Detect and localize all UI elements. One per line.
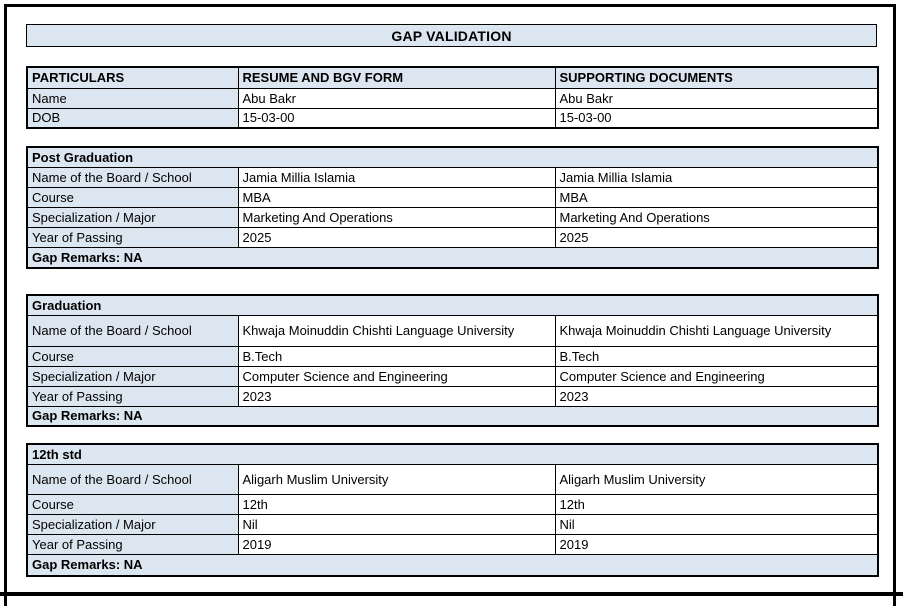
twelfth-std-table: 12th std Name of the Board / School Alig… xyxy=(26,443,880,577)
table-row-name: Name Abu Bakr Abu Bakr xyxy=(26,87,879,109)
table-row-year: Year of Passing 2019 2019 xyxy=(26,533,879,555)
section-header-row: 12th std xyxy=(26,443,879,465)
table-row-year: Year of Passing 2023 2023 xyxy=(26,385,879,407)
row-label: Year of Passing xyxy=(26,226,239,248)
cell-value: 12th xyxy=(237,493,556,515)
cell-value: Khwaja Moinuddin Chishti Language Univer… xyxy=(554,314,879,347)
cell-value: Computer Science and Engineering xyxy=(237,365,556,387)
cell-value: 12th xyxy=(554,493,879,515)
section-header-row: Graduation xyxy=(26,294,879,316)
gap-remarks: Gap Remarks: NA xyxy=(26,553,879,577)
table-row-course: Course MBA MBA xyxy=(26,186,879,208)
cell-value: Nil xyxy=(237,513,556,535)
cell-value: 2019 xyxy=(237,533,556,555)
cell-value: 2023 xyxy=(237,385,556,407)
gap-remarks-row: Gap Remarks: NA xyxy=(26,553,879,577)
cell-value: Aligarh Muslim University xyxy=(237,463,556,495)
table-row-course: Course 12th 12th xyxy=(26,493,879,515)
row-label: Year of Passing xyxy=(26,533,239,555)
cell-value: Abu Bakr xyxy=(554,87,879,109)
cell-value: MBA xyxy=(554,186,879,208)
cell-value: Aligarh Muslim University xyxy=(554,463,879,495)
column-header-particulars: PARTICULARS xyxy=(26,66,239,89)
row-label: Specialization / Major xyxy=(26,513,239,535)
cell-value: Marketing And Operations xyxy=(554,206,879,228)
row-label: Name xyxy=(26,87,239,109)
cell-value: B.Tech xyxy=(554,345,879,367)
cell-value: 2025 xyxy=(237,226,556,248)
table-header-row: PARTICULARS RESUME AND BGV FORM SUPPORTI… xyxy=(26,66,879,89)
column-header-resume: RESUME AND BGV FORM xyxy=(237,66,556,89)
cell-value: Nil xyxy=(554,513,879,535)
gap-remarks-row: Gap Remarks: NA xyxy=(26,246,879,269)
table-row-specialization: Specialization / Major Computer Science … xyxy=(26,365,879,387)
section-header-row: Post Graduation xyxy=(26,146,879,168)
gap-remarks-row: Gap Remarks: NA xyxy=(26,405,879,427)
gap-remarks: Gap Remarks: NA xyxy=(26,246,879,269)
cell-value: Khwaja Moinuddin Chishti Language Univer… xyxy=(237,314,556,347)
particulars-table: PARTICULARS RESUME AND BGV FORM SUPPORTI… xyxy=(26,66,879,129)
section-title: Graduation xyxy=(26,294,879,316)
page-title: GAP VALIDATION xyxy=(26,24,877,47)
row-label: DOB xyxy=(26,107,239,129)
table-row-course: Course B.Tech B.Tech xyxy=(26,345,879,367)
cell-value: 2025 xyxy=(554,226,879,248)
table-row-year: Year of Passing 2025 2025 xyxy=(26,226,879,248)
post-graduation-table: Post Graduation Name of the Board / Scho… xyxy=(26,146,880,269)
row-label: Year of Passing xyxy=(26,385,239,407)
table-row-specialization: Specialization / Major Marketing And Ope… xyxy=(26,206,879,228)
row-label: Course xyxy=(26,186,239,208)
page-border xyxy=(4,4,896,606)
section-title: Post Graduation xyxy=(26,146,879,168)
row-label: Course xyxy=(26,493,239,515)
cell-value: 15-03-00 xyxy=(237,107,556,129)
cell-value: B.Tech xyxy=(237,345,556,367)
table-row-board: Name of the Board / School Jamia Millia … xyxy=(26,166,879,188)
table-row-specialization: Specialization / Major Nil Nil xyxy=(26,513,879,535)
graduation-table: Graduation Name of the Board / School Kh… xyxy=(26,294,880,427)
gap-remarks: Gap Remarks: NA xyxy=(26,405,879,427)
column-header-supporting: SUPPORTING DOCUMENTS xyxy=(554,66,879,89)
cell-value: MBA xyxy=(237,186,556,208)
table-row-board: Name of the Board / School Aligarh Musli… xyxy=(26,463,879,495)
row-label: Name of the Board / School xyxy=(26,463,239,495)
row-label: Course xyxy=(26,345,239,367)
cell-value: Jamia Millia Islamia xyxy=(237,166,556,188)
row-label: Specialization / Major xyxy=(26,365,239,387)
cell-value: 2023 xyxy=(554,385,879,407)
cell-value: 15-03-00 xyxy=(554,107,879,129)
next-section-divider-line xyxy=(0,592,903,596)
cell-value: Marketing And Operations xyxy=(237,206,556,228)
section-title: 12th std xyxy=(26,443,879,465)
row-label: Name of the Board / School xyxy=(26,166,239,188)
table-row-board: Name of the Board / School Khwaja Moinud… xyxy=(26,314,879,347)
row-label: Name of the Board / School xyxy=(26,314,239,347)
cell-value: 2019 xyxy=(554,533,879,555)
cell-value: Computer Science and Engineering xyxy=(554,365,879,387)
table-row-dob: DOB 15-03-00 15-03-00 xyxy=(26,107,879,129)
cell-value: Abu Bakr xyxy=(237,87,556,109)
row-label: Specialization / Major xyxy=(26,206,239,228)
cell-value: Jamia Millia Islamia xyxy=(554,166,879,188)
